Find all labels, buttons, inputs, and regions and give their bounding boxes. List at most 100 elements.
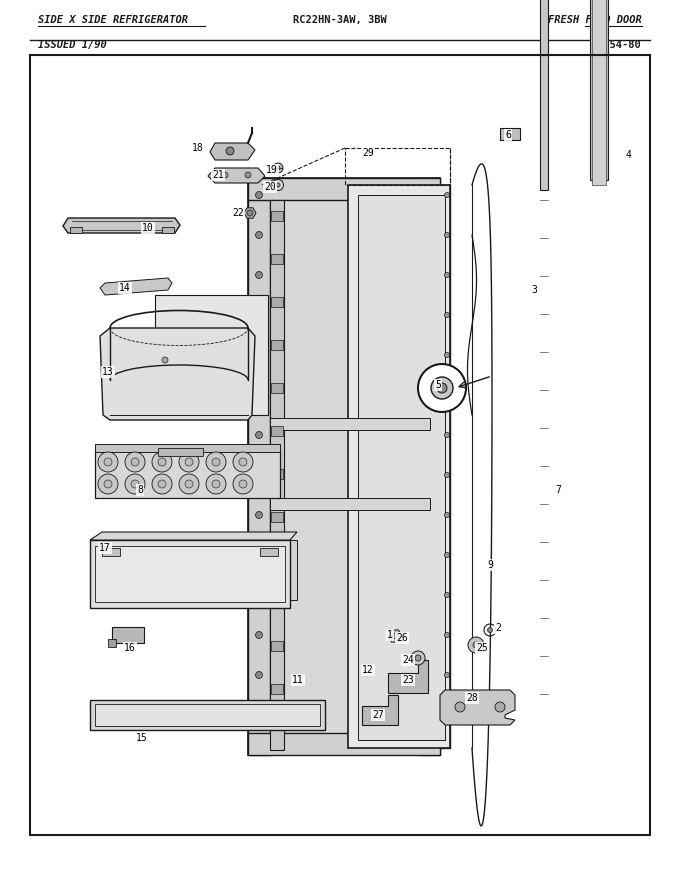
Circle shape xyxy=(222,172,228,178)
Bar xyxy=(271,684,283,694)
Polygon shape xyxy=(90,532,297,540)
Circle shape xyxy=(445,272,449,278)
Text: 13: 13 xyxy=(102,367,114,377)
Bar xyxy=(592,0,606,185)
Circle shape xyxy=(206,474,226,494)
Text: 7: 7 xyxy=(555,485,561,495)
Text: 6: 6 xyxy=(505,130,511,140)
Bar xyxy=(271,254,283,264)
Bar xyxy=(95,450,280,498)
Bar xyxy=(271,598,283,608)
Circle shape xyxy=(445,713,449,717)
Circle shape xyxy=(131,480,139,488)
Circle shape xyxy=(415,655,421,661)
Circle shape xyxy=(445,513,449,517)
Polygon shape xyxy=(210,143,255,160)
Bar xyxy=(90,700,325,730)
Text: 10: 10 xyxy=(142,223,154,233)
Text: 25: 25 xyxy=(476,643,488,653)
Text: 26: 26 xyxy=(396,633,408,643)
Text: 19: 19 xyxy=(266,165,278,175)
Circle shape xyxy=(468,637,484,653)
Text: A-54-80: A-54-80 xyxy=(598,40,642,50)
Bar xyxy=(248,733,440,755)
Circle shape xyxy=(162,357,168,363)
Circle shape xyxy=(473,642,479,648)
Polygon shape xyxy=(244,207,256,218)
Circle shape xyxy=(445,473,449,478)
Text: 27: 27 xyxy=(372,710,384,720)
Bar xyxy=(271,555,283,565)
Circle shape xyxy=(445,593,449,597)
Text: SIDE X SIDE REFRIGERATOR: SIDE X SIDE REFRIGERATOR xyxy=(38,15,188,25)
Text: 12: 12 xyxy=(362,665,374,675)
Bar xyxy=(590,0,608,180)
Bar xyxy=(271,383,283,393)
Bar xyxy=(271,641,283,651)
Circle shape xyxy=(273,180,284,190)
Text: 18: 18 xyxy=(192,143,204,153)
Circle shape xyxy=(125,474,145,494)
Circle shape xyxy=(276,183,280,187)
Circle shape xyxy=(245,172,251,178)
Polygon shape xyxy=(100,278,172,295)
Circle shape xyxy=(212,480,220,488)
Text: 2: 2 xyxy=(495,623,501,633)
Circle shape xyxy=(445,553,449,557)
Text: 3: 3 xyxy=(531,285,537,295)
Circle shape xyxy=(256,432,262,439)
Circle shape xyxy=(212,458,220,466)
Bar xyxy=(95,546,285,602)
Bar xyxy=(112,627,144,643)
Circle shape xyxy=(273,163,283,173)
Polygon shape xyxy=(440,690,515,725)
Bar xyxy=(30,55,650,835)
Bar xyxy=(271,426,283,436)
Bar xyxy=(102,548,120,556)
Bar xyxy=(270,418,430,430)
Circle shape xyxy=(206,452,226,472)
Text: 5: 5 xyxy=(435,380,441,390)
Text: ISSUED 1/90: ISSUED 1/90 xyxy=(38,40,107,50)
Text: RC22HN-3AW, 3BW: RC22HN-3AW, 3BW xyxy=(293,15,387,25)
Circle shape xyxy=(179,474,199,494)
Circle shape xyxy=(239,458,247,466)
Bar xyxy=(108,639,116,647)
Bar xyxy=(158,448,203,456)
Circle shape xyxy=(256,472,262,479)
Bar xyxy=(275,200,438,735)
Bar xyxy=(162,227,174,233)
Bar xyxy=(155,295,268,415)
Bar xyxy=(70,227,82,233)
Polygon shape xyxy=(388,660,428,693)
Text: 29: 29 xyxy=(362,148,374,158)
Text: 9: 9 xyxy=(487,560,493,570)
Text: 11: 11 xyxy=(292,675,304,685)
Circle shape xyxy=(158,480,166,488)
Circle shape xyxy=(152,452,172,472)
Bar xyxy=(271,512,283,522)
Circle shape xyxy=(445,192,449,198)
Circle shape xyxy=(233,474,253,494)
Text: 15: 15 xyxy=(136,733,148,743)
Circle shape xyxy=(131,458,139,466)
Circle shape xyxy=(256,271,262,279)
Text: 8: 8 xyxy=(137,485,143,495)
Polygon shape xyxy=(100,328,255,420)
Bar xyxy=(262,185,450,748)
Circle shape xyxy=(445,433,449,438)
Text: 24: 24 xyxy=(402,655,414,665)
Bar xyxy=(248,178,270,755)
Bar xyxy=(270,498,430,510)
Circle shape xyxy=(392,633,398,639)
Circle shape xyxy=(125,452,145,472)
Text: 4: 4 xyxy=(625,150,631,160)
Circle shape xyxy=(185,480,193,488)
Circle shape xyxy=(256,191,262,198)
Text: 23: 23 xyxy=(402,675,414,685)
Circle shape xyxy=(256,632,262,638)
Polygon shape xyxy=(63,218,180,233)
Circle shape xyxy=(152,474,172,494)
Text: 28: 28 xyxy=(466,693,478,703)
Text: 22: 22 xyxy=(232,208,244,218)
